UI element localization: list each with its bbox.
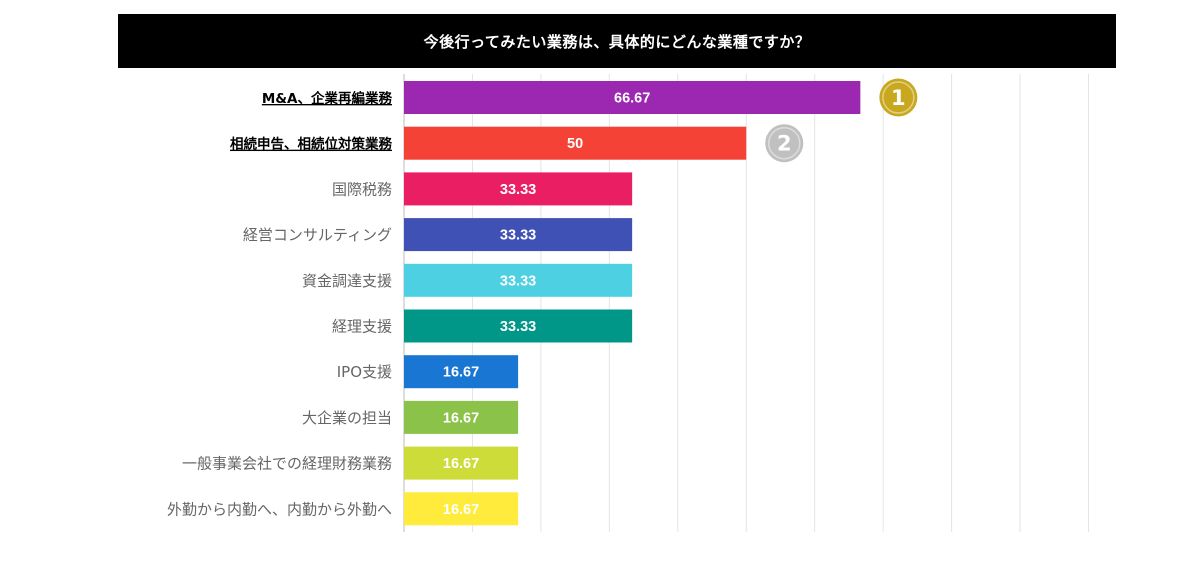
category-label: M&A、企業再編業務: [262, 90, 393, 107]
bar-value-label: 16.67: [443, 410, 479, 426]
category-label: 経営コンサルティング: [243, 226, 392, 244]
value-labels: 66.67 50 33.33 33.33 33.33 33.33 16.67 16.67 16.…: [443, 91, 650, 518]
medal-rank-number: 1: [891, 86, 906, 110]
bars: [404, 81, 861, 526]
bar-value-label: 50: [567, 136, 583, 152]
bar-value-label: 33.33: [500, 319, 536, 335]
bar: [404, 355, 519, 389]
bar: [404, 81, 861, 114]
bar: [404, 446, 519, 480]
bar: [404, 172, 633, 206]
chart-title: 今後行ってみたい業務は、具体的にどんな業種ですか？: [423, 32, 811, 51]
medal-circle: [765, 124, 804, 163]
medal-ring: [768, 126, 801, 160]
bar-value-label: 33.33: [500, 228, 536, 244]
medal-ring: [882, 81, 915, 114]
rank-medal-icon: 1: [879, 78, 918, 117]
category-label: 経理支援: [332, 318, 392, 336]
bar-value-label: 33.33: [500, 182, 536, 198]
category-labels: M&A、企業再編業務相続申告、相続位対策業務国際税務経営コンサルティング資金調達…: [167, 90, 393, 518]
bar: [404, 218, 633, 252]
bar-value-label: 16.67: [443, 365, 479, 381]
category-label: 大企業の担当: [302, 409, 392, 427]
bar: [404, 492, 519, 526]
bar-value-label: 66.67: [614, 91, 650, 107]
rank-badges: 12: [765, 78, 918, 163]
category-label: 国際税務: [332, 180, 392, 198]
category-label: 相続申告、相続位対策業務: [230, 136, 392, 153]
category-label: 資金調達支援: [302, 272, 392, 290]
medal-rank-number: 2: [777, 132, 792, 156]
bar-value-label: 33.33: [500, 273, 536, 289]
category-label: 外勤から内勤へ、内勤から外勤へ: [167, 500, 392, 518]
bar: [404, 263, 633, 297]
medal-circle: [879, 78, 918, 117]
category-label: 一般事業会社での経理財務業務: [182, 455, 392, 473]
category-label: IPO支援: [337, 363, 392, 381]
bar: [404, 126, 747, 160]
rank-medal-icon: 2: [765, 124, 804, 163]
bar: [404, 309, 633, 343]
bar-value-label: 16.67: [443, 502, 479, 518]
bar-value-label: 16.67: [443, 456, 479, 472]
bar: [404, 400, 519, 434]
chart-title-bar: 今後行ってみたい業務は、具体的にどんな業種ですか？: [118, 14, 1116, 68]
